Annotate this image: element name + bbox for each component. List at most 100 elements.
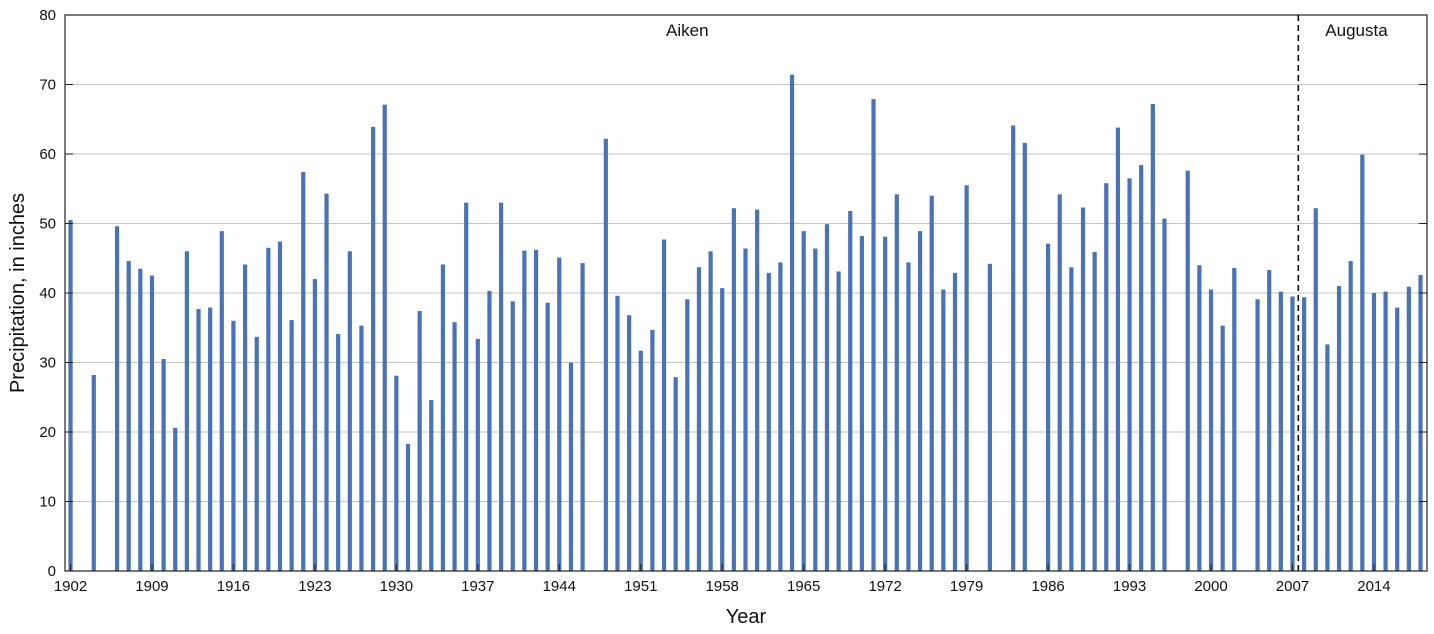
y-tick-label: 10: [39, 494, 56, 511]
station-label: Augusta: [1325, 21, 1388, 40]
bar-1915: [219, 231, 224, 571]
bar-1996: [1162, 218, 1167, 571]
bar-1951: [638, 350, 643, 571]
axis-ticks: [65, 14, 1427, 572]
bar-1961: [755, 209, 760, 571]
bar-1967: [824, 224, 830, 571]
x-tick-label: 1993: [1113, 578, 1146, 595]
bar-1907: [126, 261, 131, 571]
bar-1994: [1139, 165, 1144, 571]
bar-1945: [568, 362, 574, 571]
x-tick-label: 2007: [1276, 578, 1309, 595]
station-label: Aiken: [666, 21, 709, 40]
bar-2004: [1255, 299, 1260, 571]
bar-1926: [347, 251, 352, 572]
bar-1976: [929, 195, 934, 571]
y-tick-labels: 0 10 20 30 40 50 60 70 80: [39, 7, 56, 580]
bar-1998: [1185, 170, 1190, 571]
bar-1933: [429, 400, 434, 571]
bar-2014: [1371, 293, 1377, 571]
y-tick-label: 80: [39, 7, 56, 24]
bar-1911: [173, 427, 178, 571]
bar-1906: [114, 226, 120, 571]
bar-2000: [1208, 289, 1214, 571]
bar-1936: [464, 202, 469, 571]
bar-1929: [382, 104, 387, 571]
x-tick-label: 1986: [1031, 578, 1064, 595]
bar-1971: [871, 99, 876, 571]
bar-1928: [370, 126, 376, 572]
bar-1953: [661, 239, 667, 572]
bar-2005: [1267, 270, 1272, 571]
x-tick-label: 2000: [1194, 578, 1227, 595]
bar-1992: [1115, 127, 1121, 571]
x-tick-label: 1923: [298, 578, 331, 595]
bar-1974: [906, 262, 911, 571]
bar-1923: [312, 279, 317, 571]
x-tick-labels: 1902 1909 1916 1923 1930 1937 1944 1951 1958 1965…: [54, 578, 1391, 595]
y-tick-label: 70: [39, 77, 56, 94]
bar-1991: [1104, 183, 1109, 571]
bar-1943: [545, 302, 550, 571]
bar-1954: [673, 377, 678, 571]
bar-1924: [324, 193, 329, 571]
bar-1935: [452, 322, 457, 571]
bar-1941: [522, 250, 527, 571]
x-tick-label: 1916: [217, 578, 250, 595]
bar-1914: [208, 307, 213, 571]
bar-1988: [1069, 267, 1074, 571]
bar-1904: [91, 375, 96, 571]
bar-1940: [510, 301, 515, 571]
bar-2015: [1383, 291, 1388, 571]
x-tick-label: 1902: [54, 578, 87, 595]
bar-1913: [196, 308, 201, 571]
bar-2012: [1348, 261, 1353, 571]
bar-1962: [766, 272, 771, 571]
bar-1931: [405, 443, 411, 571]
x-tick-label: 1979: [950, 578, 983, 595]
bar-1939: [499, 202, 504, 571]
x-tick-label: 1937: [461, 578, 494, 595]
bar-1963: [778, 262, 783, 571]
bar-2011: [1336, 286, 1342, 571]
y-tick-label: 60: [39, 146, 56, 163]
bar-1969: [848, 210, 853, 572]
bar-1922: [301, 172, 306, 571]
x-tick-label: 1958: [706, 578, 739, 595]
bar-1972: [883, 236, 888, 571]
x-tick-label: 1965: [787, 578, 820, 595]
bar-1977: [941, 289, 946, 571]
x-tick-label: 1930: [380, 578, 413, 595]
y-tick-label: 30: [39, 355, 56, 372]
bar-2007: [1290, 296, 1295, 571]
bar-1916: [231, 320, 236, 571]
bar-1925: [336, 334, 341, 571]
bar-1942: [533, 249, 539, 571]
bar-1912: [184, 251, 189, 572]
bar-1944: [557, 257, 562, 571]
x-tick-label: 1909: [135, 578, 168, 595]
bar-1918: [254, 336, 259, 571]
y-tick-label: 50: [39, 216, 56, 233]
bar-1999: [1197, 265, 1202, 571]
bar-2009: [1313, 208, 1318, 571]
x-axis-title: Year: [726, 606, 767, 628]
x-tick-label: 1944: [543, 578, 576, 595]
bar-1937: [475, 338, 480, 571]
bar-2006: [1278, 291, 1283, 571]
x-tick-label: 1972: [868, 578, 901, 595]
bar-1986: [1045, 243, 1051, 571]
bar-1902: [68, 220, 73, 571]
y-tick-label: 40: [39, 285, 56, 302]
bar-1973: [894, 194, 899, 571]
bar-1909: [149, 275, 155, 572]
bar-1990: [1092, 252, 1097, 571]
bar-1946: [580, 263, 585, 571]
bar-1958: [720, 288, 725, 571]
y-tick-label: 20: [39, 424, 56, 441]
bar-2018: [1418, 274, 1423, 571]
x-tick-label: 1951: [624, 578, 657, 595]
bar-1965: [801, 231, 806, 571]
bar-1921: [289, 320, 294, 571]
